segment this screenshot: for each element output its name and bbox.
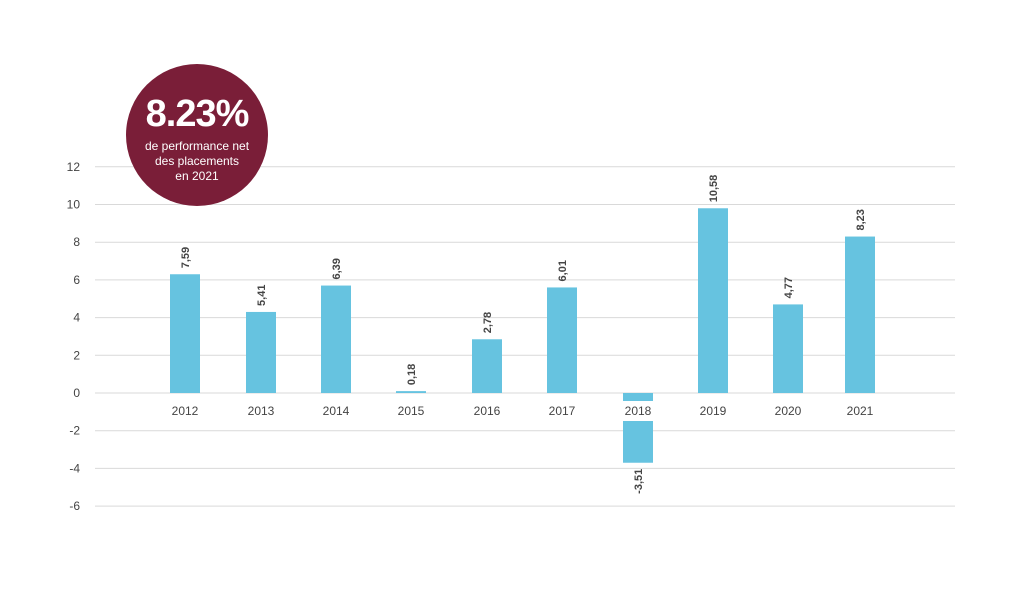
x-tick-label: 2014: [323, 404, 350, 418]
axis-label-backdrop: [621, 401, 655, 421]
x-tick-label: 2017: [549, 404, 576, 418]
x-axis-ticks: 2012 2013 2014 2015 2016 2017 2018 2019 2020 2021: [172, 404, 874, 418]
data-label: 4,77: [783, 277, 795, 298]
y-tick-label: 12: [67, 160, 81, 174]
y-tick-label: -6: [69, 499, 80, 513]
x-tick-label: 2020: [775, 404, 802, 418]
bar: [472, 339, 502, 393]
x-tick-label: 2016: [474, 404, 501, 418]
badge-value: 8.23%: [145, 93, 250, 135]
bar: [845, 236, 875, 393]
data-label: 6,01: [557, 260, 569, 281]
y-axis-ticks: 12 10 8 6 4 2 0 -2 -4 -6: [67, 160, 81, 513]
x-tick-label: 2015: [398, 404, 425, 418]
performance-badge: 8.23% de performance net des placements …: [126, 64, 268, 206]
x-tick-label: 2018: [625, 404, 652, 418]
y-tick-label: 6: [73, 273, 80, 287]
data-label: 5,41: [256, 285, 268, 306]
data-label: -3,51: [633, 469, 645, 494]
data-label: 2,78: [482, 312, 494, 333]
bar: [773, 304, 803, 393]
badge-caption-line: de performance net: [144, 139, 250, 153]
y-tick-label: 2: [73, 348, 80, 362]
x-tick-label: 2021: [847, 404, 874, 418]
data-label: 8,23: [855, 209, 867, 230]
y-tick-label: -4: [69, 461, 80, 475]
x-tick-label: 2019: [700, 404, 727, 418]
data-label: 0,18: [406, 364, 418, 385]
bar: [698, 208, 728, 393]
badge-caption-line: en 2021: [175, 169, 219, 183]
bar: [246, 311, 276, 393]
data-label: 10,58: [708, 175, 720, 203]
gridlines: [95, 166, 955, 507]
bar: [170, 274, 200, 393]
y-tick-label: -2: [69, 424, 80, 438]
badge-caption: de performance net des placements en 202…: [126, 139, 268, 184]
data-label: 6,39: [331, 258, 343, 279]
y-tick-label: 0: [73, 386, 80, 400]
data-labels: 7,59 5,41 6,39 0,18 2,78 6,01 -3,51 10,58 4,77 8,…: [180, 175, 867, 494]
y-tick-label: 10: [67, 198, 81, 212]
bar: [547, 287, 577, 393]
bar: [321, 285, 351, 393]
x-tick-label: 2013: [248, 404, 275, 418]
bars: [170, 208, 875, 463]
badge-caption-line: des placements: [154, 154, 240, 168]
y-tick-label: 4: [73, 311, 80, 325]
x-tick-label: 2012: [172, 404, 199, 418]
data-label: 7,59: [180, 247, 192, 268]
y-tick-label: 8: [73, 235, 80, 249]
bar: [396, 391, 426, 393]
